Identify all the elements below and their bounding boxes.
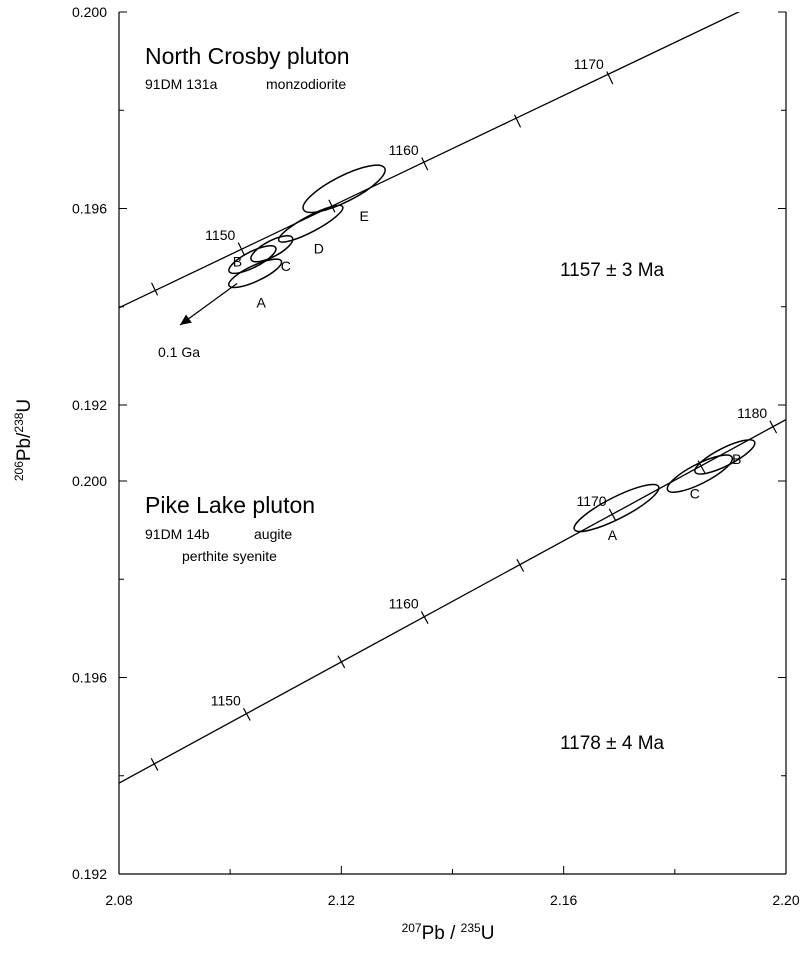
top-age-label: 1157 ± 3 Ma [560,260,665,281]
top-ellipse-label-C: C [281,258,291,274]
top-y-tick-label: 0.196 [72,201,107,217]
top-error-ellipse-E [302,164,386,214]
top-y-tick-label: 0.192 [72,397,107,413]
bottom-y-tick-label: 0.196 [72,670,107,686]
top-age-tick [421,157,429,171]
x-axis-title: 207Pb / 235U [402,921,495,944]
top-panel: 0.192 0.196 0.200 1150 1160 1170 A B C D E [72,4,786,413]
bottom-age-tick [516,559,525,572]
bottom-panel: 0.192 0.196 0.200 2.08 2.12 2.16 2.20 1150 1160 1… [72,405,800,908]
top-age-tick [151,282,159,296]
bottom-error-ellipse-C [666,454,734,493]
top-age-tick-label: 1170 [574,56,604,72]
bottom-rock-type-1: augite [254,526,292,542]
discordia-arrow-head [180,314,192,325]
discordia-arrow-line [179,282,238,326]
bottom-age-tick [242,707,251,721]
top-panel-frame [118,12,787,405]
bottom-ellipse-label-C: C [690,486,700,502]
bottom-age-tick [150,758,159,771]
top-ellipse-label-E: E [359,208,368,224]
bottom-age-tick [420,611,429,625]
bottom-error-ellipse-B [694,439,756,475]
bottom-age-tick-label: 1180 [737,405,767,421]
discordia-label: 0.1 Ga [158,344,200,360]
top-age-tick [513,114,522,128]
bottom-concordia-line [119,419,786,784]
bottom-panel-title: Pike Lake pluton [145,492,315,518]
top-age-tick-label: 1160 [389,142,419,158]
x-tick-label: 2.16 [550,892,577,908]
top-ellipse-label-D: D [314,241,324,257]
top-sample-id: 91DM 131a [145,76,218,92]
bottom-panel-frame [118,405,787,875]
top-error-ellipse-B [228,245,277,275]
bottom-sample-id: 91DM 14b [145,526,210,542]
bottom-age-label: 1178 ± 4 Ma [560,733,665,754]
top-rock-type: monzodiorite [266,76,346,92]
bottom-age-tick-label: 1150 [211,692,241,708]
top-concordia-line [119,12,741,309]
y-axis-title: 206Pb/238U [12,399,35,481]
bottom-age-tick [337,655,346,669]
top-panel-title: North Crosby pluton [145,43,350,69]
top-ellipse-label-A: A [257,294,267,310]
bottom-ellipse-label-A: A [608,527,618,543]
x-tick-label: 2.08 [105,892,132,908]
top-age-tick-label: 1150 [205,227,235,243]
bottom-age-tick-label: 1170 [576,493,606,509]
bottom-age-tick [608,508,617,522]
top-error-ellipse-A [228,258,283,289]
top-error-ellipse-C [250,235,294,263]
top-age-tick [606,71,614,85]
x-tick-label: 2.20 [772,892,799,908]
bottom-age-tick [769,420,778,434]
bottom-y-tick-label: 0.200 [72,473,107,489]
top-age-tick [237,242,245,256]
x-tick-label: 2.12 [328,892,355,908]
top-ellipse-label-B: B [233,254,242,270]
bottom-y-tick-label: 0.192 [72,866,107,882]
bottom-ellipse-label-B: B [732,451,741,467]
top-error-ellipse-D [277,204,344,243]
bottom-error-ellipse-A [573,483,660,533]
bottom-age-tick-label: 1160 [389,596,419,612]
top-y-tick-label: 0.200 [72,4,107,20]
bottom-rock-type-2: perthite syenite [182,548,277,564]
